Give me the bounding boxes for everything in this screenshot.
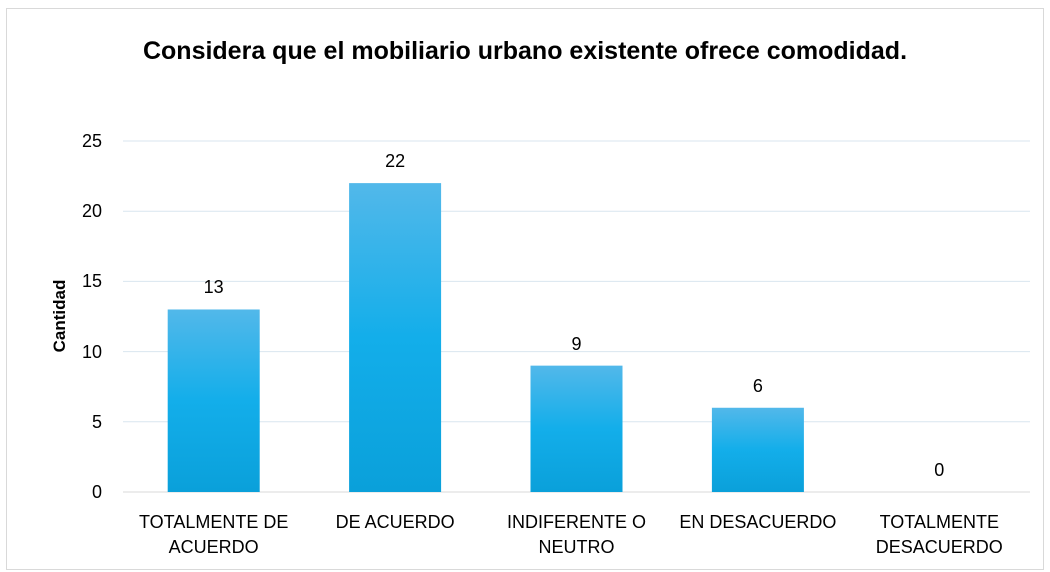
x-tick-label: INDIFERENTE O NEUTRO — [506, 512, 646, 557]
x-tick-label: EN DESACUERDO — [679, 512, 837, 532]
bar — [349, 183, 442, 492]
y-tick-label: 25 — [81, 131, 102, 151]
data-label: 13 — [203, 277, 224, 298]
x-tick-label: TOTALMENTE DE ACUERDO — [139, 512, 289, 557]
bar — [530, 365, 623, 492]
y-tick-label: 5 — [91, 411, 102, 432]
chart-frame — [6, 8, 1044, 570]
x-tick-label: DE ACUERDO — [335, 512, 455, 532]
chart-title: Considera que el mobiliario urbano exist… — [142, 37, 908, 65]
y-tick-label: 15 — [81, 271, 102, 292]
bar — [167, 309, 260, 492]
data-label: 6 — [752, 375, 763, 396]
y-tick-label: 20 — [81, 201, 102, 222]
data-label: 22 — [385, 151, 406, 172]
y-tick-label: 0 — [91, 482, 102, 502]
x-tick-label: TOTALMENTE DESACUERDO — [875, 512, 1003, 557]
data-label: 9 — [571, 333, 582, 354]
bar — [711, 407, 804, 492]
data-label: 0 — [934, 460, 945, 480]
y-tick-label: 10 — [81, 341, 102, 362]
